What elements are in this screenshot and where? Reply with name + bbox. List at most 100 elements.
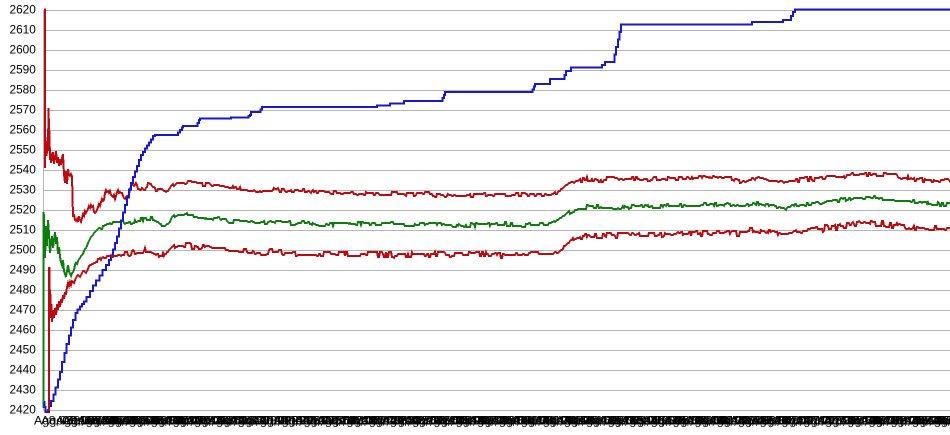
svg-text:8, 16:13: 8, 16:13 <box>658 414 703 428</box>
svg-text:Ago 08, 12:10: Ago 08, 12:10 <box>295 414 372 428</box>
svg-text:Ago 08, 19:08: Ago 08, 19:08 <box>911 414 950 428</box>
svg-text:Ago 08, 18:38: Ago 08, 18:38 <box>868 414 945 428</box>
svg-text:2550: 2550 <box>10 142 37 156</box>
svg-text:8, 17:58: 8, 17:58 <box>809 414 854 428</box>
svg-text:8, 19:29: 8, 19:29 <box>940 414 950 428</box>
svg-text:8, 15:44: 8, 15:44 <box>614 414 659 428</box>
svg-text:Ago 08, 12:42: Ago 08, 12:42 <box>346 414 423 428</box>
svg-text:Ago 08, 18:17: Ago 08, 18:17 <box>839 414 916 428</box>
svg-text:Ago 08, 16:03: Ago 08, 16:03 <box>643 414 720 428</box>
svg-text:Ago 08, 16:08: Ago 08, 16:08 <box>650 414 727 428</box>
svg-text:2420: 2420 <box>10 402 37 416</box>
svg-text:8, 16:44: 8, 16:44 <box>701 414 746 428</box>
svg-text:Ago 08, 18:22: Ago 08, 18:22 <box>846 414 923 428</box>
svg-text:Ago 08, 15:48: Ago 08, 15:48 <box>621 414 698 428</box>
svg-text:Ago 08, 16:49: Ago 08, 16:49 <box>709 414 786 428</box>
svg-text:Ago 08, 13:10: Ago 08, 13:10 <box>390 414 467 428</box>
svg-text:8, 09:30: 8, 09:30 <box>70 414 115 428</box>
svg-text:Ago 08, 13:53: Ago 08, 13:53 <box>454 414 531 428</box>
svg-text:2620: 2620 <box>10 2 37 16</box>
svg-text:Ago 08, 18:50: Ago 08, 18:50 <box>882 414 950 428</box>
svg-text:Ago 08, 11:07: Ago 08, 11:07 <box>208 414 284 428</box>
svg-text:2500: 2500 <box>10 242 37 256</box>
svg-text:Ago 08, 12:15: Ago 08, 12:15 <box>302 414 379 428</box>
svg-text:Ago 08, 17:09: Ago 08, 17:09 <box>737 414 814 428</box>
svg-text:2590: 2590 <box>10 62 37 76</box>
svg-text:2540: 2540 <box>10 162 37 176</box>
svg-text:Ago 08, 10:41: Ago 08, 10:41 <box>172 414 249 428</box>
svg-text:Ago 08, 10:10: Ago 08, 10:10 <box>128 414 205 428</box>
svg-text:8, 14:41: 8, 14:41 <box>527 414 572 428</box>
svg-text:2490: 2490 <box>10 262 37 276</box>
svg-text:Ago 08, 09:20: Ago 08, 09:20 <box>56 414 133 428</box>
svg-text:8, 16:59: 8, 16:59 <box>722 414 767 428</box>
svg-text:8, 14:28: 8, 14:28 <box>505 414 550 428</box>
svg-text:Ago 08, 17:38: Ago 08, 17:38 <box>781 414 858 428</box>
svg-text:Ago 08, 14:36: Ago 08, 14:36 <box>520 414 597 428</box>
svg-text:Ago 08, 15:39: Ago 08, 15:39 <box>606 414 683 428</box>
svg-text:8, 10:46: 8, 10:46 <box>179 414 224 428</box>
svg-text:Ago 08, 18:33: Ago 08, 18:33 <box>860 414 937 428</box>
svg-text:Ago 08, 15:33: Ago 08, 15:33 <box>599 414 676 428</box>
svg-text:Ago 08, 13:48: Ago 08, 13:48 <box>447 414 524 428</box>
svg-text:2510: 2510 <box>10 222 37 236</box>
svg-text:2580: 2580 <box>10 82 37 96</box>
svg-text:Ago 08, 18:03: Ago 08, 18:03 <box>817 414 894 428</box>
svg-text:Ago 08, 17:22: Ago 08, 17:22 <box>759 414 836 428</box>
svg-text:8, 13:28: 8, 13:28 <box>418 414 463 428</box>
svg-text:Ago 08, 17:47: Ago 08, 17:47 <box>795 414 872 428</box>
svg-text:Ago 08, 14:24: Ago 08, 14:24 <box>498 414 575 428</box>
svg-text:Ago 08, 13:39: Ago 08, 13:39 <box>433 414 510 428</box>
svg-text:Ago 08, 12:24: Ago 08, 12:24 <box>317 414 394 428</box>
svg-text:Ago 08, 12:38: Ago 08, 12:38 <box>338 414 415 428</box>
svg-text:8, 10:16: 8, 10:16 <box>136 414 181 428</box>
svg-text:Ago 08, 11:29: Ago 08, 11:29 <box>237 414 313 428</box>
svg-text:8, 16:28: 8, 16:28 <box>679 414 724 428</box>
svg-text:Ago 08, 12:00: Ago 08, 12:00 <box>280 414 357 428</box>
svg-text:Ago 08, 16:34: Ago 08, 16:34 <box>686 414 763 428</box>
svg-text:8, 12:20: 8, 12:20 <box>310 414 355 428</box>
svg-text:Ago 08, 10:25: Ago 08, 10:25 <box>150 414 227 428</box>
svg-text:8, 18:59: 8, 18:59 <box>897 414 942 428</box>
svg-text:8, 14:14: 8, 14:14 <box>483 414 528 428</box>
svg-text:8, 18:27: 8, 18:27 <box>853 414 898 428</box>
svg-text:Ago 08, 10:36: Ago 08, 10:36 <box>165 414 242 428</box>
svg-text:Ago 08, 10:04: Ago 08, 10:04 <box>121 414 198 428</box>
svg-text:Ago 08, 12:56: Ago 08, 12:56 <box>368 414 445 428</box>
svg-text:Ago 08, 15:07: Ago 08, 15:07 <box>563 414 640 428</box>
svg-text:8, 17:13: 8, 17:13 <box>744 414 789 428</box>
svg-text:Ago 08, 13:34: Ago 08, 13:34 <box>425 414 502 428</box>
svg-text:Ago 08, 15:53: Ago 08, 15:53 <box>629 414 706 428</box>
svg-text:Ago 08, 18:07: Ago 08, 18:07 <box>824 414 901 428</box>
svg-text:8, 13:58: 8, 13:58 <box>462 414 507 428</box>
svg-text:8, 15:27: 8, 15:27 <box>592 414 637 428</box>
svg-text:Ago 08, 11:23: Ago 08, 11:23 <box>230 414 306 428</box>
svg-text:8, 15:58: 8, 15:58 <box>636 414 681 428</box>
svg-text:2530: 2530 <box>10 182 37 196</box>
svg-text:Ago 08, 16:54: Ago 08, 16:54 <box>716 414 793 428</box>
svg-text:8, 15:12: 8, 15:12 <box>570 414 615 428</box>
svg-text:Ago 08, 09:10: Ago 08, 09:10 <box>41 414 118 428</box>
svg-text:8, 09:59: 8, 09:59 <box>114 414 159 428</box>
svg-text:Ago 08, 14:47: Ago 08, 14:47 <box>535 414 612 428</box>
svg-text:Ago 08, 16:18: Ago 08, 16:18 <box>664 414 741 428</box>
svg-text:8, 11:33: 8, 11:33 <box>244 414 288 428</box>
svg-text:Ago 08, 17:17: Ago 08, 17:17 <box>751 414 828 428</box>
svg-text:Ago 08, 19:04: Ago 08, 19:04 <box>904 414 950 428</box>
svg-text:2610: 2610 <box>10 22 37 36</box>
svg-text:8, 11:17: 8, 11:17 <box>222 414 266 428</box>
svg-text:Ago 08, 12:28: Ago 08, 12:28 <box>324 414 401 428</box>
svg-text:8, 12:05: 8, 12:05 <box>288 414 333 428</box>
svg-text:8, 13:43: 8, 13:43 <box>440 414 485 428</box>
svg-text:8, 12:33: 8, 12:33 <box>331 414 376 428</box>
svg-text:Ago 08, 19:19: Ago 08, 19:19 <box>926 414 950 428</box>
svg-text:Ago 08, 14:03: Ago 08, 14:03 <box>469 414 546 428</box>
svg-text:8, 10:30: 8, 10:30 <box>157 414 202 428</box>
svg-text:Ago 08, 09:05: Ago 08, 09:05 <box>34 414 111 428</box>
svg-text:Ago 08, 10:52: Ago 08, 10:52 <box>186 414 263 428</box>
svg-text:Ago 08, 14:19: Ago 08, 14:19 <box>491 414 568 428</box>
svg-text:8, 13:14: 8, 13:14 <box>397 414 442 428</box>
svg-text:8, 14:58: 8, 14:58 <box>549 414 594 428</box>
svg-text:8, 09:43: 8, 09:43 <box>92 414 137 428</box>
svg-text:Ago 08, 10:20: Ago 08, 10:20 <box>143 414 220 428</box>
